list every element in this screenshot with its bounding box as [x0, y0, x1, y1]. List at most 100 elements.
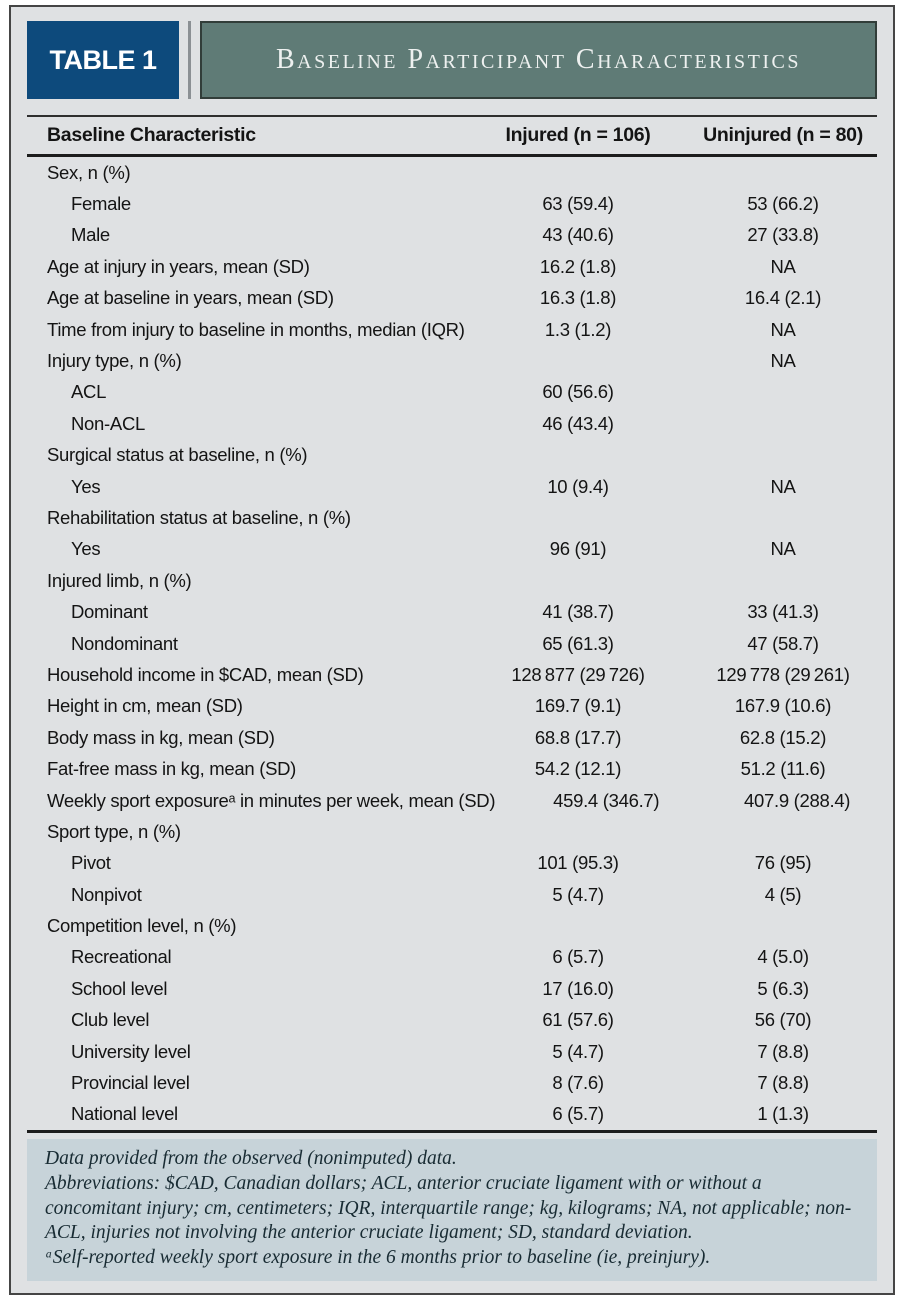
table-number-badge: TABLE 1	[27, 21, 179, 99]
bottom-rule	[27, 1130, 877, 1134]
row-label: Competition level, n (%)	[47, 915, 237, 937]
row-label: Fat-free mass in kg, mean (SD)	[47, 758, 297, 780]
uninjured-value: 53 (66.2)	[747, 193, 819, 215]
footnote-data-note: Data provided from the observed (nonimpu…	[45, 1148, 457, 1170]
table-row: Surgical status at baseline, n (%)	[27, 440, 877, 471]
row-label: Nonpivot	[71, 883, 142, 905]
table-row: Sport type, n (%)	[27, 816, 877, 847]
uninjured-value: 7 (8.8)	[757, 1040, 809, 1062]
uninjured-value: 407.9 (288.4)	[744, 789, 851, 811]
row-label: Yes	[71, 475, 101, 497]
uninjured-value: 56 (70)	[754, 1009, 812, 1031]
injured-value: 128 877 (29 726)	[511, 663, 645, 685]
injured-value: 5 (4.7)	[552, 883, 604, 905]
header-rule	[27, 154, 877, 157]
injured-value: 8 (7.6)	[552, 1072, 604, 1094]
uninjured-value: NA	[770, 475, 796, 497]
table-body: Sex, n (%) Female 63 (59.4) 53 (66.2) Ma…	[27, 157, 877, 1130]
footnote-exposure-note: ᵃSelf-reported weekly sport exposure in …	[45, 1247, 711, 1269]
table-row: Nonpivot 5 (4.7) 4 (5)	[27, 879, 877, 910]
row-label: Nondominant	[71, 632, 178, 654]
row-label: Non-ACL	[71, 412, 145, 434]
injured-value: 61 (57.6)	[542, 1009, 614, 1031]
table-row: Yes 10 (9.4) NA	[27, 471, 877, 502]
table-row: ACL 60 (56.6)	[27, 377, 877, 408]
uninjured-value: 76 (95)	[754, 852, 812, 874]
injured-value: 68.8 (17.7)	[534, 726, 622, 748]
injured-value: 46 (43.4)	[542, 412, 614, 434]
table-row: Household income in $CAD, mean (SD) 128 …	[27, 659, 877, 690]
row-label: ACL	[71, 381, 107, 403]
uninjured-value: 4 (5.0)	[757, 946, 809, 968]
row-label: Recreational	[71, 946, 172, 968]
injured-value: 459.4 (346.7)	[553, 789, 660, 811]
uninjured-value: 16.4 (2.1)	[744, 287, 822, 309]
table-row: University level 5 (4.7) 7 (8.8)	[27, 1036, 877, 1067]
row-label: Age at injury in years, mean (SD)	[47, 255, 310, 277]
column-header-row: Baseline Characteristic Injured (n = 106…	[27, 117, 877, 154]
uninjured-value: NA	[770, 318, 796, 340]
row-label: Rehabilitation status at baseline, n (%)	[47, 506, 351, 528]
row-label: Height in cm, mean (SD)	[47, 695, 243, 717]
table-row: National level 6 (5.7) 1 (1.3)	[27, 1099, 877, 1130]
injured-value: 16.2 (1.8)	[539, 255, 617, 277]
footnote-abbreviations: Abbreviations: $CAD, Canadian dollars; A…	[45, 1172, 852, 1244]
row-label: National level	[71, 1103, 178, 1125]
uninjured-value: 167.9 (10.6)	[734, 695, 832, 717]
table-row: Recreational 6 (5.7) 4 (5.0)	[27, 942, 877, 973]
table-row: Yes 96 (91) NA	[27, 534, 877, 565]
header-divider	[188, 21, 191, 99]
injured-value: 65 (61.3)	[542, 632, 614, 654]
uninjured-value: 33 (41.3)	[747, 601, 819, 623]
uninjured-value: 27 (33.8)	[747, 224, 819, 246]
table-row: Nondominant 65 (61.3) 47 (58.7)	[27, 628, 877, 659]
uninjured-value: 129 778 (29 261)	[716, 663, 850, 685]
row-label: Injury type, n (%)	[47, 350, 182, 372]
column-header-uninjured: Uninjured (n = 80)	[703, 124, 863, 146]
table-row: Fat-free mass in kg, mean (SD) 54.2 (12.…	[27, 753, 877, 784]
uninjured-value: 47 (58.7)	[747, 632, 819, 654]
table-header-band: TABLE 1 Baseline Participant Characteris…	[27, 21, 877, 99]
table-row: Dominant 41 (38.7) 33 (41.3)	[27, 596, 877, 627]
table-row: Rehabilitation status at baseline, n (%)	[27, 502, 877, 533]
injured-value: 101 (95.3)	[537, 852, 619, 874]
row-label: Yes	[71, 538, 101, 560]
row-label: Dominant	[71, 601, 148, 623]
table-row: Competition level, n (%)	[27, 910, 877, 941]
injured-value: 16.3 (1.8)	[539, 287, 617, 309]
uninjured-value: 62.8 (15.2)	[739, 726, 827, 748]
row-label: School level	[71, 977, 168, 999]
table-frame: TABLE 1 Baseline Participant Characteris…	[9, 5, 895, 1295]
table-title: Baseline Participant Characteristics	[276, 44, 801, 75]
injured-value: 60 (56.6)	[542, 381, 614, 403]
uninjured-value: 1 (1.3)	[757, 1103, 809, 1125]
table-row: Time from injury to baseline in months, …	[27, 314, 877, 345]
injured-value: 5 (4.7)	[552, 1040, 604, 1062]
table-row: Age at injury in years, mean (SD) 16.2 (…	[27, 251, 877, 282]
injured-value: 1.3 (1.2)	[544, 318, 612, 340]
table-title-box: Baseline Participant Characteristics	[200, 21, 877, 99]
table-row: Injury type, n (%) NA	[27, 345, 877, 376]
row-label: Sport type, n (%)	[47, 820, 181, 842]
row-label: Sex, n (%)	[47, 161, 131, 183]
uninjured-value: 4 (5)	[764, 883, 802, 905]
row-label: Body mass in kg, mean (SD)	[47, 726, 275, 748]
injured-value: 6 (5.7)	[552, 1103, 604, 1125]
injured-value: 17 (16.0)	[542, 977, 614, 999]
table-row: Provincial level 8 (7.6) 7 (8.8)	[27, 1067, 877, 1098]
row-label: Weekly sport exposureᵃ in minutes per we…	[47, 789, 496, 811]
table-row: Height in cm, mean (SD) 169.7 (9.1) 167.…	[27, 691, 877, 722]
row-label: Age at baseline in years, mean (SD)	[47, 287, 334, 309]
row-label: Household income in $CAD, mean (SD)	[47, 663, 364, 685]
table-row: Male 43 (40.6) 27 (33.8)	[27, 220, 877, 251]
injured-value: 63 (59.4)	[542, 193, 614, 215]
row-label: Injured limb, n (%)	[47, 569, 192, 591]
table-row: Injured limb, n (%)	[27, 565, 877, 596]
row-label: University level	[71, 1040, 191, 1062]
row-label: Surgical status at baseline, n (%)	[47, 444, 308, 466]
injured-value: 43 (40.6)	[542, 224, 614, 246]
injured-value: 10 (9.4)	[547, 475, 609, 497]
table-row: Weekly sport exposureᵃ in minutes per we…	[27, 785, 877, 816]
top-rule	[27, 115, 877, 117]
